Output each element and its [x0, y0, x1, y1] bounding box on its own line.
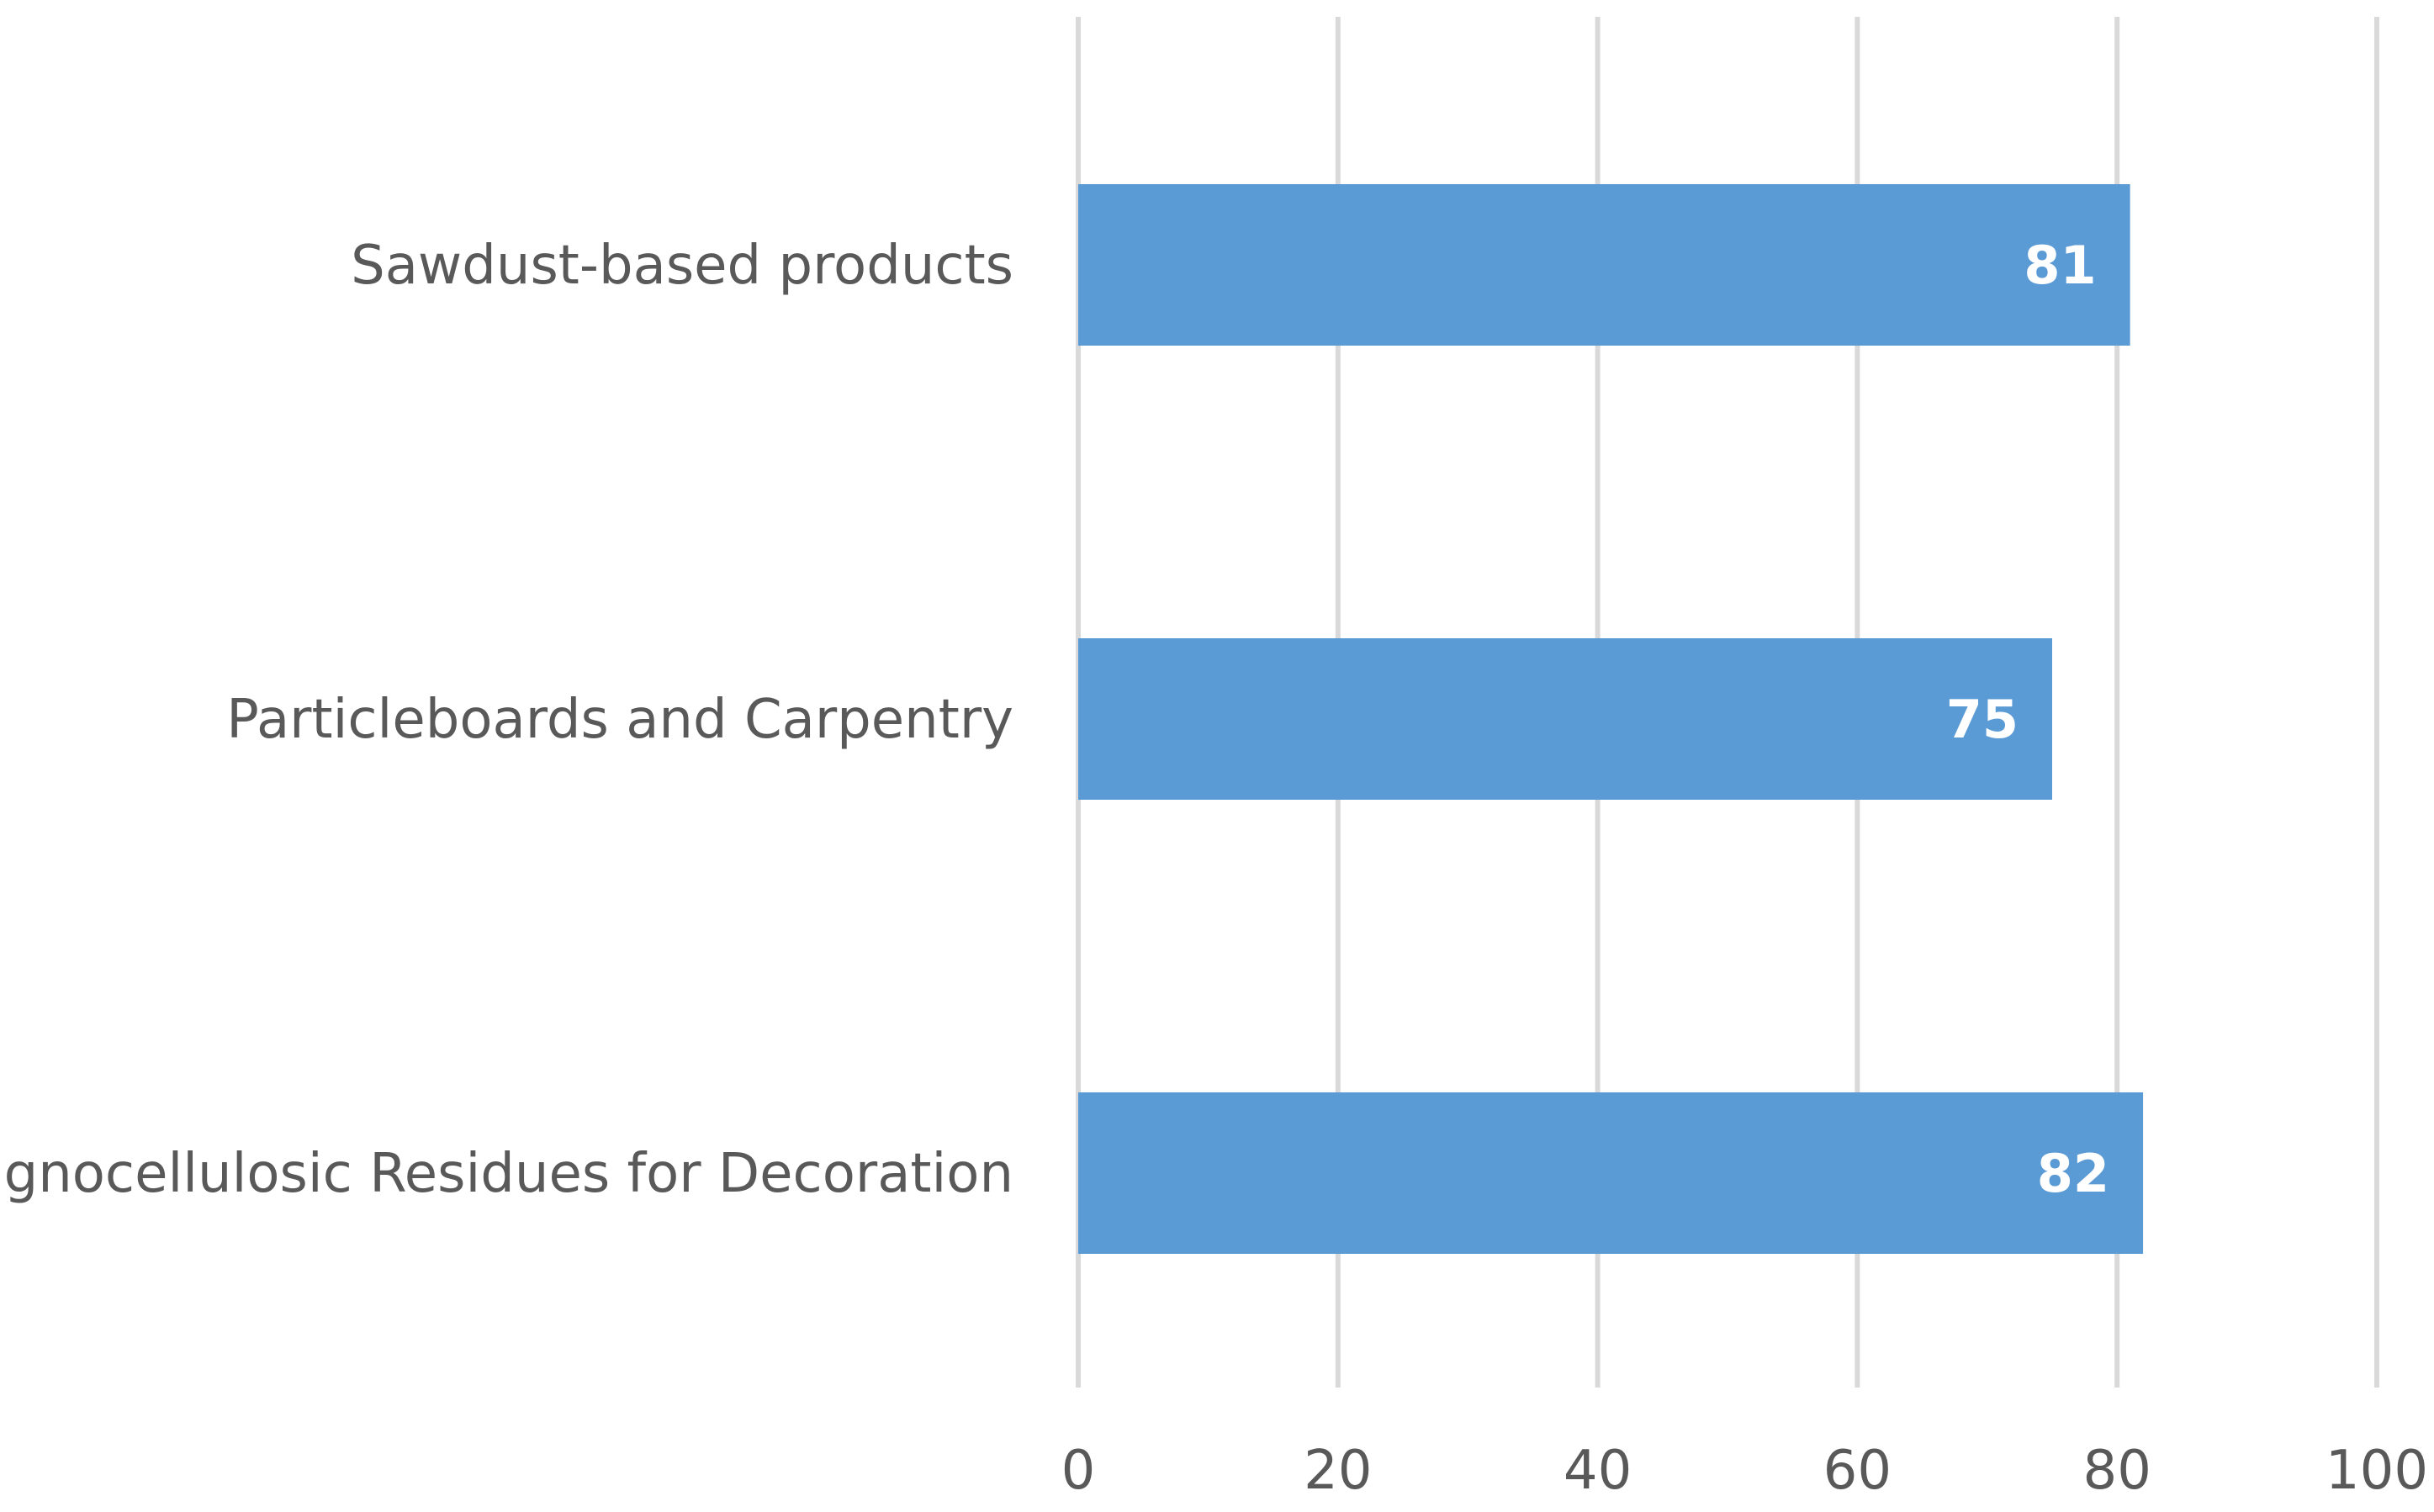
x-tick-label-0: 0 [1061, 1440, 1096, 1502]
bars [1078, 184, 2144, 1254]
category-labels: Sawdust-based products Particleboards and… [0, 235, 1013, 1205]
bar-3 [1078, 1092, 2144, 1254]
category-label-3: Lignocellulosic Residues for Decoration [0, 1143, 1013, 1205]
x-tick-label-60: 60 [1823, 1440, 1892, 1502]
x-tick-label-20: 20 [1304, 1440, 1372, 1502]
bar-2 [1078, 638, 2052, 800]
category-label-2: Particleboards and Carpentry [226, 689, 1013, 751]
data-label-2: 75 [1946, 689, 2019, 750]
data-label-1: 81 [2024, 235, 2096, 296]
x-tick-label-40: 40 [1564, 1440, 1632, 1502]
x-tick-label-80: 80 [2082, 1440, 2151, 1502]
x-tick-label-100: 100 [2326, 1440, 2428, 1502]
x-tick-labels: 0 20 40 60 80 100 [1061, 1440, 2428, 1502]
data-labels: 81 75 82 [1946, 235, 2109, 1204]
data-label-3: 82 [2037, 1143, 2109, 1204]
category-label-1: Sawdust-based products [351, 235, 1013, 297]
bar-1 [1078, 184, 2130, 346]
